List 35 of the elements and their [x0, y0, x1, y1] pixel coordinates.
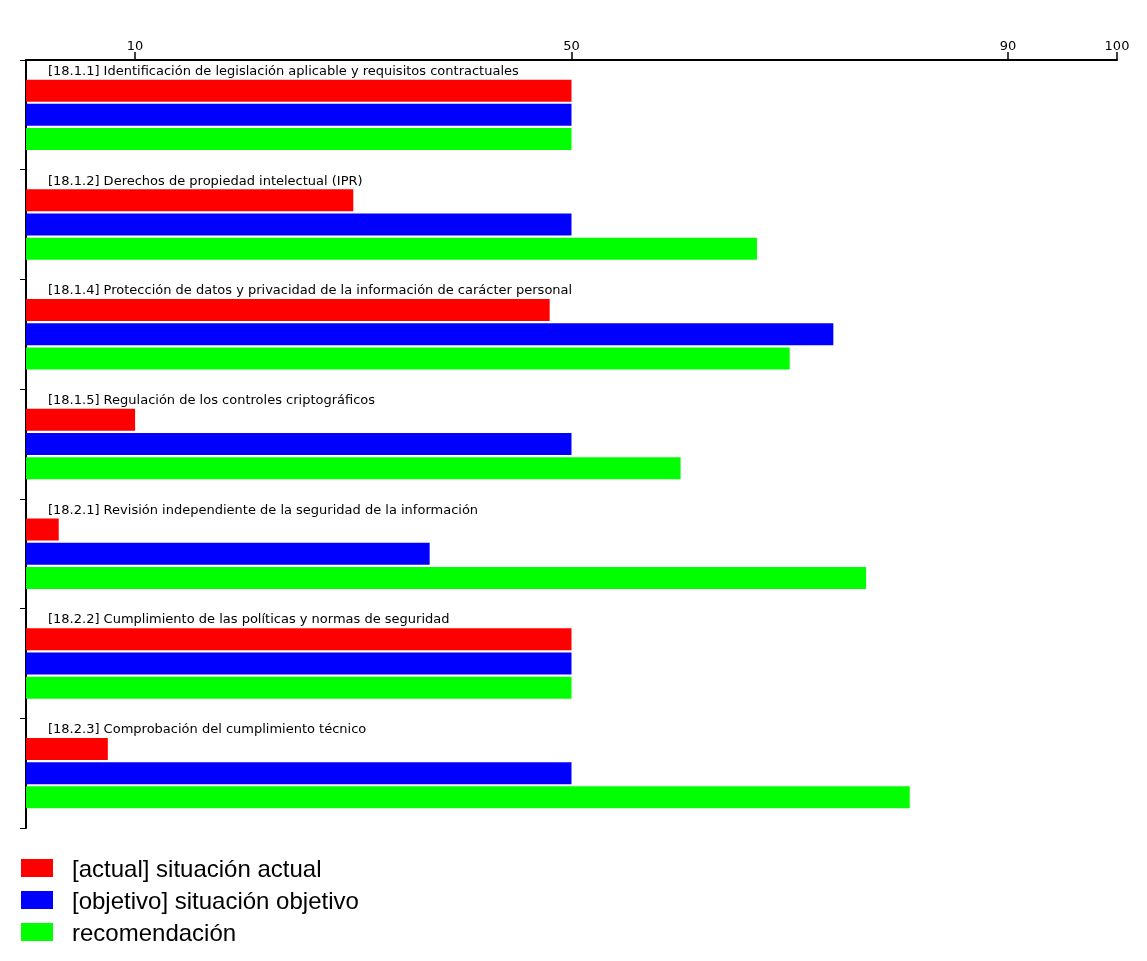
- bar: [26, 457, 681, 480]
- bar: [26, 189, 354, 212]
- bar: [26, 518, 59, 541]
- legend-label: [objetivo] situación objetivo: [72, 886, 359, 914]
- bar: [26, 128, 572, 151]
- bar: [26, 737, 108, 760]
- y-tick-label: [18.1.2] Derechos de propiedad intelectual (IPR): [48, 172, 363, 188]
- bar: [26, 542, 430, 565]
- y-tick-label: [18.2.2] Cumplimiento de las políticas y normas de seguridad: [48, 611, 450, 627]
- legend-label: recomendación: [72, 918, 237, 946]
- bar: [26, 676, 572, 699]
- bar: [26, 323, 834, 346]
- bar: [26, 347, 790, 370]
- x-tick-label: 90: [999, 38, 1017, 53]
- bar: [26, 408, 136, 431]
- bar: [26, 299, 550, 322]
- bar: [26, 103, 572, 126]
- bar: [26, 762, 572, 785]
- y-tick-label: [18.1.4] Protección de datos y privacidad de la información de carácter personal: [48, 282, 573, 298]
- bar: [26, 433, 572, 455]
- x-tick-label: 50: [563, 38, 580, 53]
- y-tick-label: [18.1.5] Regulación de los controles criptográficos: [48, 392, 376, 407]
- legend-label: [actual] situación actual: [72, 854, 322, 882]
- y-tick-label: [18.1.1] Identificación de legislación aplicable y requisitos contractuales: [48, 62, 520, 78]
- x-tick-label: 100: [1104, 38, 1130, 53]
- bar: [26, 628, 572, 651]
- x-tick-label: 10: [126, 38, 144, 53]
- bar: [26, 79, 572, 102]
- y-tick-label: [18.2.3] Comprobación del cumplimiento técnico: [48, 721, 367, 737]
- bar: [26, 237, 757, 260]
- bar: [26, 566, 867, 589]
- bar: [26, 786, 910, 809]
- bar: [26, 213, 572, 236]
- bar: [26, 652, 572, 675]
- y-tick-label: [18.2.1] Revisión independiente de la seguridad de la información: [48, 501, 479, 517]
